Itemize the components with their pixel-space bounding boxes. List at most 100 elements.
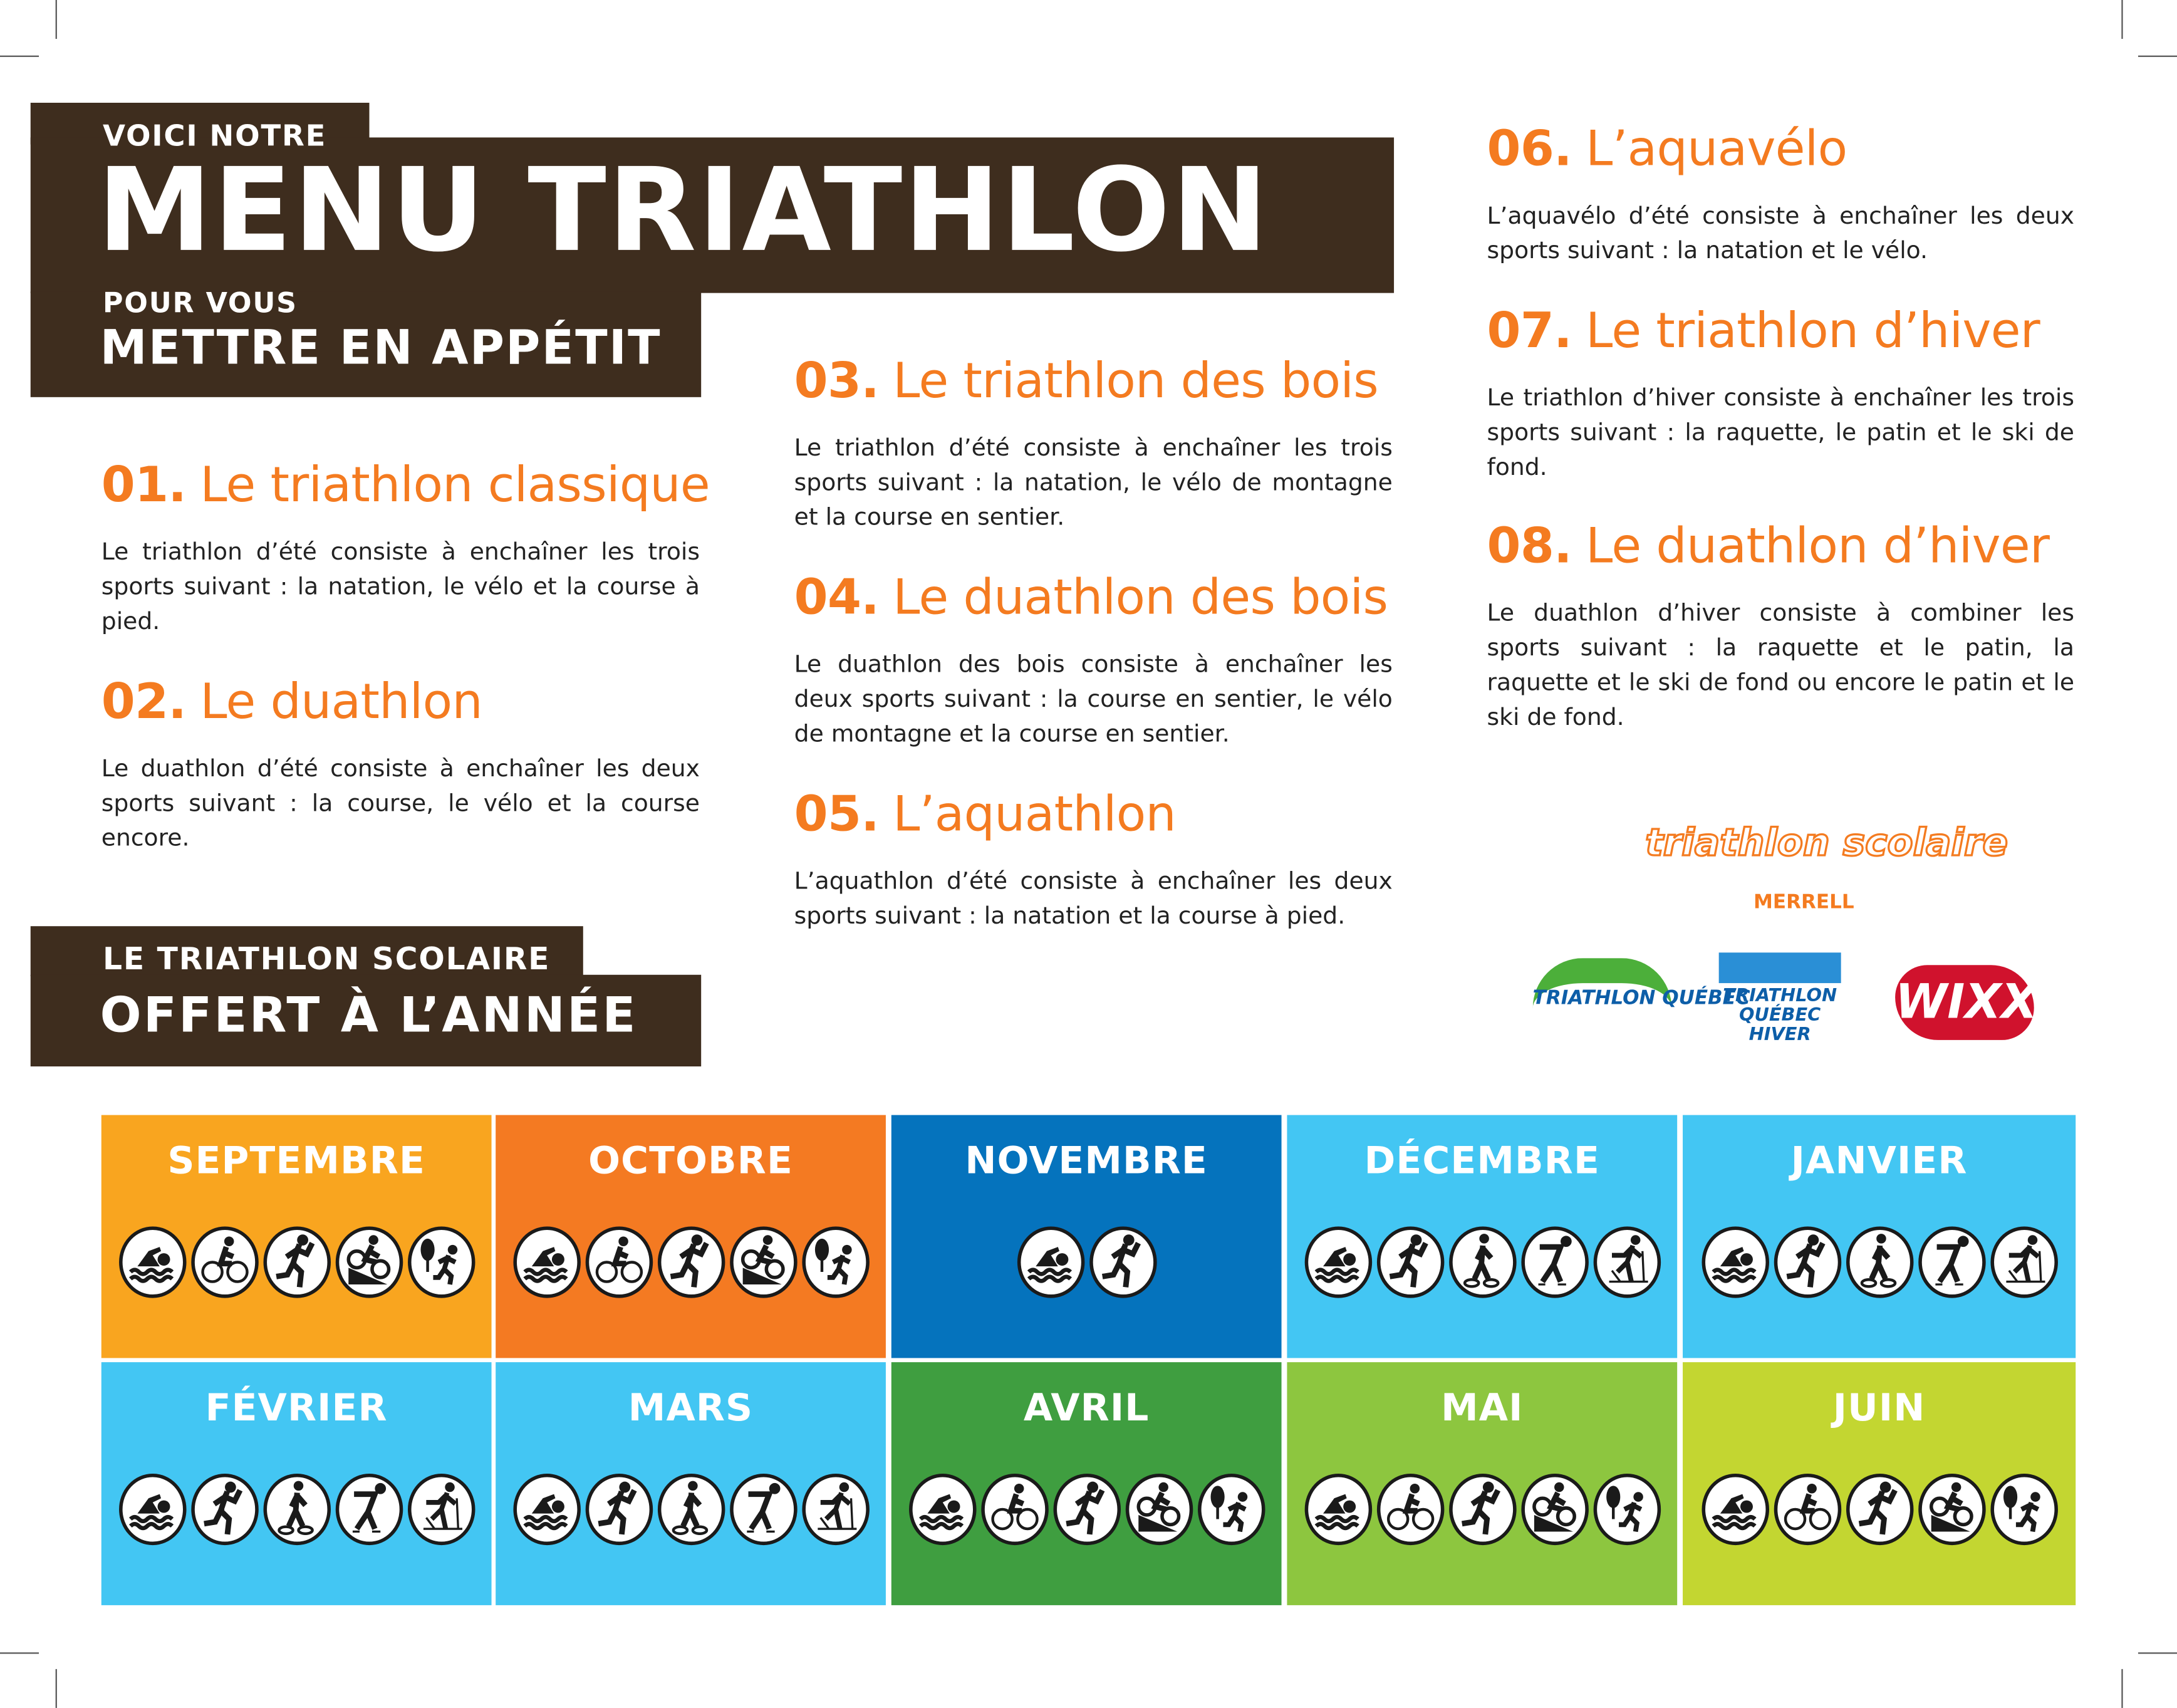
swim-icon xyxy=(1304,1473,1372,1546)
sport-icons xyxy=(891,1473,1282,1546)
snowshoe-icon xyxy=(1845,1226,1913,1298)
swim-icon xyxy=(1701,1473,1769,1546)
swim-icon xyxy=(512,1473,580,1546)
section-heading: 03. Le triathlon des bois xyxy=(794,354,1379,410)
run-icon xyxy=(1845,1473,1913,1546)
swim-icon xyxy=(1304,1226,1372,1298)
month-card: JANVIER xyxy=(1683,1115,2076,1358)
sport-icons xyxy=(1287,1226,1677,1298)
bike-icon xyxy=(980,1473,1048,1546)
bike-icon xyxy=(1376,1473,1444,1546)
sport-icons xyxy=(1683,1226,2076,1298)
cross-country-ski-icon xyxy=(1592,1226,1661,1298)
bike-icon xyxy=(190,1226,258,1298)
school-bar xyxy=(30,974,702,1067)
month-name: SEPTEMBRE xyxy=(167,1140,425,1184)
section-06: 06. L’aquavélo L’aquavélo d’été consiste à… xyxy=(1487,120,2074,269)
run-icon xyxy=(262,1226,330,1298)
crop-mark xyxy=(0,55,39,57)
section-02: 02. Le duathlon Le duathlon d’été consiste… xyxy=(101,672,700,857)
header-subbar xyxy=(30,291,702,397)
sport-icons xyxy=(1287,1473,1677,1546)
section-08: 08. Le duathlon d’hiver Le duathlon d’hive… xyxy=(1487,516,2074,736)
month-name: NOVEMBRE xyxy=(965,1140,1208,1184)
header-bar xyxy=(30,137,1395,293)
month-name: OCTOBRE xyxy=(588,1140,793,1184)
section-04: 04. Le duathlon des bois Le duathlon des b… xyxy=(794,568,1393,752)
sport-icons xyxy=(891,1226,1282,1298)
trail-run-icon xyxy=(1197,1473,1265,1546)
bike-icon xyxy=(1773,1473,1841,1546)
section-text: Le triathlon d’hiver consiste à enchaîne… xyxy=(1487,384,2075,482)
month-name: JANVIER xyxy=(1790,1140,1968,1184)
section-heading: 01. Le triathlon classique xyxy=(101,458,710,514)
month-card: MARS xyxy=(496,1362,886,1605)
mountain-bike-icon xyxy=(1918,1473,1985,1546)
trail-run-icon xyxy=(1990,1473,2057,1546)
header-subtitle: METTRE EN APPÉTIT xyxy=(100,320,662,377)
swim-icon xyxy=(512,1226,580,1298)
month-name: FÉVRIER xyxy=(205,1387,388,1430)
section-text: Le duathlon d’été consiste à enchaîner l… xyxy=(101,755,700,853)
section-heading: 05. L’aquathlon xyxy=(794,787,1177,843)
month-name: AVRIL xyxy=(1023,1387,1150,1430)
run-icon xyxy=(1052,1473,1120,1546)
month-card: SEPTEMBRE xyxy=(101,1115,492,1358)
sport-icons xyxy=(101,1226,492,1298)
cross-country-ski-icon xyxy=(801,1473,869,1546)
section-01: 01. Le triathlon classique Le triathlon d’… xyxy=(101,456,710,640)
section-heading: 07. Le triathlon d’hiver xyxy=(1487,304,2040,360)
sport-icons xyxy=(1683,1473,2076,1546)
crop-mark xyxy=(2138,55,2177,57)
skate-icon xyxy=(1918,1226,1985,1298)
run-icon xyxy=(1376,1226,1444,1298)
trail-run-icon xyxy=(801,1226,869,1298)
swim-icon xyxy=(118,1473,186,1546)
swim-icon xyxy=(1016,1226,1084,1298)
run-icon xyxy=(585,1473,653,1546)
month-name: MARS xyxy=(628,1387,754,1430)
section-heading: 04. Le duathlon des bois xyxy=(794,570,1388,627)
snowshoe-icon xyxy=(262,1473,330,1546)
swim-icon xyxy=(908,1473,976,1546)
trail-run-icon xyxy=(1592,1473,1661,1546)
month-card: AVRIL xyxy=(891,1362,1282,1605)
school-kicker: LE TRIATHLON SCOLAIRE xyxy=(102,942,551,978)
month-name: MAI xyxy=(1441,1387,1524,1430)
triathlon-quebec-logo: TRIATHLON QUÉBEC xyxy=(1532,958,1750,1008)
section-text: Le duathlon des bois consiste à enchaîne… xyxy=(794,651,1393,749)
section-text: Le duathlon d’hiver consiste à combiner … xyxy=(1487,600,2075,732)
skate-icon xyxy=(1520,1226,1588,1298)
month-card: MAI xyxy=(1287,1362,1678,1605)
triathlon-quebec-hiver-logo: TRIATHLON QUÉBEC HIVER xyxy=(1718,952,1841,1045)
month-card: NOVEMBRE xyxy=(891,1115,1282,1358)
run-icon xyxy=(1448,1473,1516,1546)
page-title: MENU TRIATHLON xyxy=(97,143,1270,278)
section-text: Le triathlon d’été consiste à enchaîner … xyxy=(101,538,700,637)
section-03: 03. Le triathlon des bois Le triathlon d’é… xyxy=(794,351,1393,536)
wixx-logo: WIXX xyxy=(1895,965,2037,1040)
month-card: OCTOBRE xyxy=(496,1115,886,1358)
mountain-bike-icon xyxy=(335,1226,403,1298)
section-heading: 02. Le duathlon xyxy=(101,675,483,731)
mountain-bike-icon xyxy=(1125,1473,1193,1546)
merrell-logo: MERRELL xyxy=(1754,891,1854,914)
run-icon xyxy=(190,1473,258,1546)
crop-mark xyxy=(2121,0,2123,39)
snowshoe-icon xyxy=(657,1473,725,1546)
month-card: JUIN xyxy=(1683,1362,2076,1605)
run-icon xyxy=(1773,1226,1841,1298)
crop-mark xyxy=(0,1652,39,1654)
sport-icons xyxy=(101,1473,492,1546)
sport-icons xyxy=(496,1226,886,1298)
month-name: DÉCEMBRE xyxy=(1364,1140,1600,1184)
section-heading: 08. Le duathlon d’hiver xyxy=(1487,519,2050,575)
section-07: 07. Le triathlon d’hiver Le triathlon d’hi… xyxy=(1487,301,2074,486)
sport-icons xyxy=(496,1473,886,1546)
crop-mark xyxy=(55,0,57,39)
month-card: DÉCEMBRE xyxy=(1287,1115,1678,1358)
run-icon xyxy=(1089,1226,1156,1298)
section-text: L’aquathlon d’été consiste à enchaîner l… xyxy=(794,868,1393,930)
bike-icon xyxy=(585,1226,653,1298)
